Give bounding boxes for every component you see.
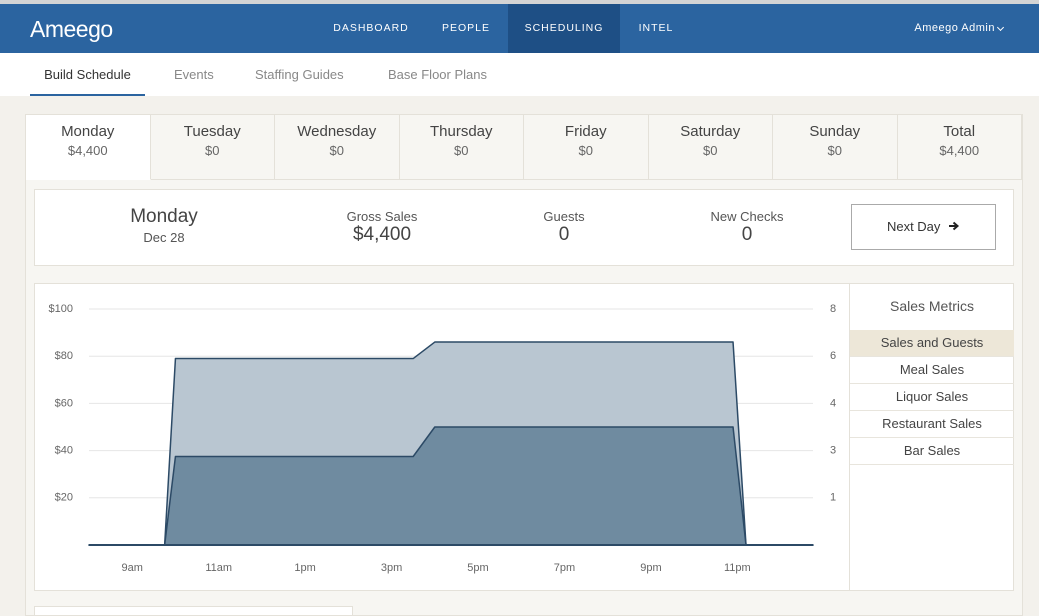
nav-item[interactable]: SCHEDULING: [508, 4, 620, 53]
divider: [849, 284, 850, 590]
gross-sales-value: $4,400: [352, 224, 412, 245]
x-tick-label: 5pm: [467, 562, 488, 574]
new-checks-value: 0: [741, 224, 753, 245]
y2-tick-label: 8: [830, 303, 836, 315]
y-tick-label: $60: [55, 397, 73, 409]
day-amount: $4,400: [939, 143, 980, 158]
day-amount: $0: [205, 143, 220, 158]
navbar: Ameego Ameego Admin DASHBOARD PEOPLE SCHED…: [0, 4, 1039, 53]
day-amount: $0: [329, 143, 344, 158]
subnav-item[interactable]: Build Schedule: [30, 53, 145, 96]
y-tick-label: $20: [55, 492, 73, 504]
x-tick-label: 11am: [205, 562, 232, 574]
day-tab[interactable]: Tuesday $0: [150, 115, 275, 180]
metric-item[interactable]: Liquor Sales: [850, 384, 1014, 411]
day-tab[interactable]: Sunday $0: [773, 115, 898, 180]
day-name: Total: [943, 123, 976, 140]
top-strip: [0, 0, 1039, 4]
summary-day: Monday: [130, 206, 198, 227]
day-name: Friday: [564, 123, 607, 140]
day-tab[interactable]: Friday $0: [524, 115, 649, 180]
day-amount: $0: [827, 143, 842, 158]
summary-date: Dec 28: [143, 230, 185, 245]
day-tab[interactable]: Saturday $0: [648, 115, 773, 180]
nav-item[interactable]: PEOPLE: [441, 22, 491, 34]
x-tick-label: 7pm: [554, 562, 575, 574]
metric-item[interactable]: Meal Sales: [850, 357, 1014, 384]
day-amount: $0: [454, 143, 469, 158]
y-tick-label: $100: [49, 303, 73, 315]
day-name: Tuesday: [183, 123, 241, 140]
nav-item[interactable]: INTEL: [638, 22, 674, 34]
day-amount: $0: [703, 143, 718, 158]
y2-tick-label: 4: [830, 397, 836, 409]
subnav-item[interactable]: Base Floor Plans: [388, 67, 487, 82]
day-tab[interactable]: Total $4,400: [897, 115, 1022, 180]
day-amount: $0: [578, 143, 593, 158]
y2-tick-label: 3: [830, 445, 836, 457]
subnav-item[interactable]: Events: [174, 67, 214, 82]
x-tick-label: 9pm: [640, 562, 661, 574]
arrow-icon: [949, 221, 960, 231]
y-tick-label: $40: [55, 445, 73, 457]
gross-sales-label: Gross Sales: [346, 209, 418, 224]
metric-item[interactable]: Sales and Guests: [850, 330, 1014, 357]
user-chevron: [996, 23, 1005, 32]
y-tick-label: $80: [55, 350, 73, 362]
x-tick-label: 9am: [122, 562, 143, 574]
next-day-label: Next Day: [886, 219, 941, 234]
metrics-title: Sales Metrics: [889, 298, 975, 314]
day-tab[interactable]: Wednesday $0: [275, 115, 400, 180]
x-tick-label: 3pm: [381, 562, 402, 574]
chart: $20 $40 $60 $80 $100 1 3 4 6 8 9am 11am 1pm 3pm 5pm 7pm…: [49, 303, 837, 574]
x-tick-label: 1pm: [294, 562, 315, 574]
day-name: Saturday: [680, 123, 741, 140]
summary-card: [34, 189, 1014, 266]
day-tab[interactable]: Monday $4,400: [26, 115, 151, 180]
next-day-button[interactable]: Next Day: [851, 204, 996, 250]
y2-tick-label: 1: [830, 492, 836, 504]
metric-item[interactable]: Bar Sales: [850, 438, 1014, 465]
user-menu[interactable]: Ameego Admin: [914, 22, 995, 34]
nav-item[interactable]: DASHBOARD: [333, 22, 409, 34]
day-name: Thursday: [429, 123, 493, 140]
metric-item[interactable]: Restaurant Sales: [850, 411, 1014, 438]
guests-value: 0: [558, 224, 570, 245]
guests-label: Guests: [543, 209, 585, 224]
next-card: [34, 606, 353, 616]
y2-tick-label: 6: [830, 350, 836, 362]
x-tick-label: 11pm: [724, 562, 751, 574]
day-name: Sunday: [809, 123, 861, 140]
day-name: Monday: [61, 123, 115, 140]
subnav: Build Schedule Events Staffing Guides Base …: [0, 53, 1039, 96]
logo[interactable]: Ameego: [30, 16, 113, 42]
new-checks-label: New Checks: [710, 209, 784, 224]
day-amount: $4,400: [67, 143, 108, 158]
subnav-item[interactable]: Staffing Guides: [255, 67, 344, 82]
day-tab[interactable]: Thursday $0: [399, 115, 524, 180]
day-name: Wednesday: [297, 123, 377, 140]
